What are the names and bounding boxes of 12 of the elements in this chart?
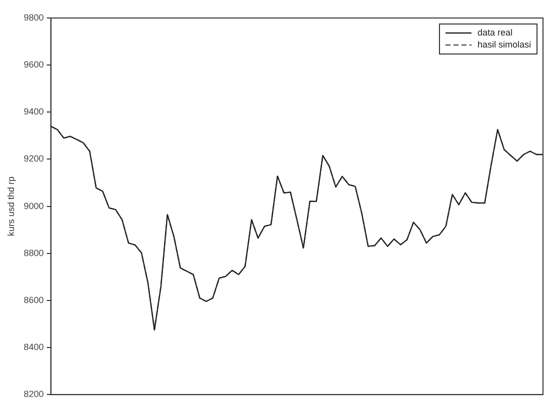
y-tick-label: 9600 bbox=[24, 60, 44, 70]
y-tick-label: 8200 bbox=[24, 389, 44, 400]
y-tick-label: 8600 bbox=[24, 294, 44, 305]
y-tick-label: 8400 bbox=[24, 342, 44, 352]
legend-label: data real bbox=[477, 27, 513, 38]
y-tick-label: 9200 bbox=[24, 154, 44, 164]
legend-label: hasil simolasi bbox=[477, 39, 532, 50]
y-tick-label: 8800 bbox=[24, 248, 44, 258]
y-tick-label: 9800 bbox=[24, 12, 44, 22]
y-tick-label: 9400 bbox=[24, 106, 44, 117]
y-tick-label: 9000 bbox=[24, 200, 44, 211]
y-axis-title: kurs usd thd rp bbox=[6, 176, 16, 236]
